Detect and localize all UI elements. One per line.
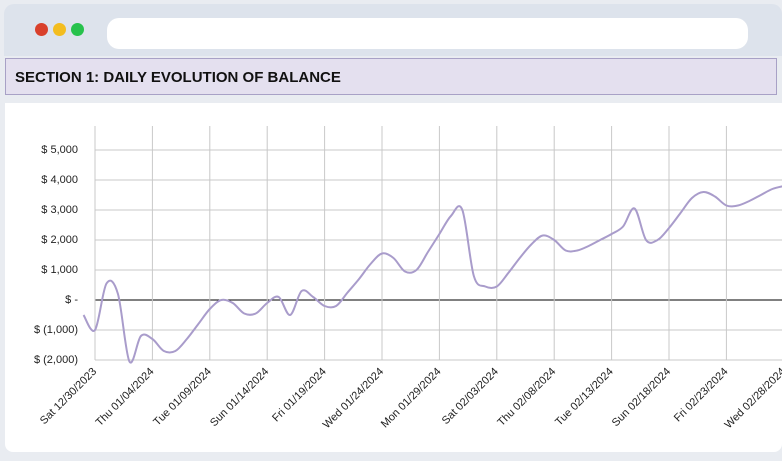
- section-header: SECTION 1: DAILY EVOLUTION OF BALANCE: [5, 58, 777, 95]
- browser-bar: [4, 4, 782, 56]
- x-tick-label: Sun 01/14/2024: [208, 366, 271, 429]
- x-tick-label: Fri 01/19/2024: [270, 366, 329, 425]
- balance-line: [82, 185, 782, 364]
- address-bar[interactable]: [107, 18, 748, 49]
- chart-card: [5, 103, 782, 452]
- maximize-button[interactable]: [71, 23, 84, 36]
- y-tick-label: $ 3,000: [41, 204, 78, 216]
- x-tick-label: Tue 02/13/2024: [553, 366, 616, 429]
- y-tick-label: $ (2,000): [34, 354, 78, 366]
- x-tick-label: Sat 12/30/2023: [38, 366, 99, 427]
- close-button[interactable]: [35, 23, 48, 36]
- x-tick-label: Wed 01/24/2024: [321, 366, 386, 431]
- y-tick-label: $ 5,000: [41, 144, 78, 156]
- x-tick-label: Fri 02/23/2024: [672, 366, 731, 425]
- y-tick-label: $ -: [65, 294, 78, 306]
- y-tick-label: $ 1,000: [41, 264, 78, 276]
- x-tick-label: Mon 01/29/2024: [379, 366, 444, 431]
- x-tick-label: Thu 02/08/2024: [495, 366, 558, 429]
- y-tick-label: $ (1,000): [34, 324, 78, 336]
- y-tick-label: $ 4,000: [41, 174, 78, 186]
- y-tick-label: $ 2,000: [41, 234, 78, 246]
- section-title: SECTION 1: DAILY EVOLUTION OF BALANCE: [15, 69, 341, 86]
- x-tick-label: Thu 01/04/2024: [94, 366, 157, 429]
- x-tick-label: Wed 02/28/2024: [723, 366, 782, 431]
- x-tick-label: Sun 02/18/2024: [610, 366, 673, 429]
- minimize-button[interactable]: [53, 23, 66, 36]
- x-tick-label: Sat 02/03/2024: [440, 366, 501, 427]
- x-tick-label: Tue 01/09/2024: [151, 366, 214, 429]
